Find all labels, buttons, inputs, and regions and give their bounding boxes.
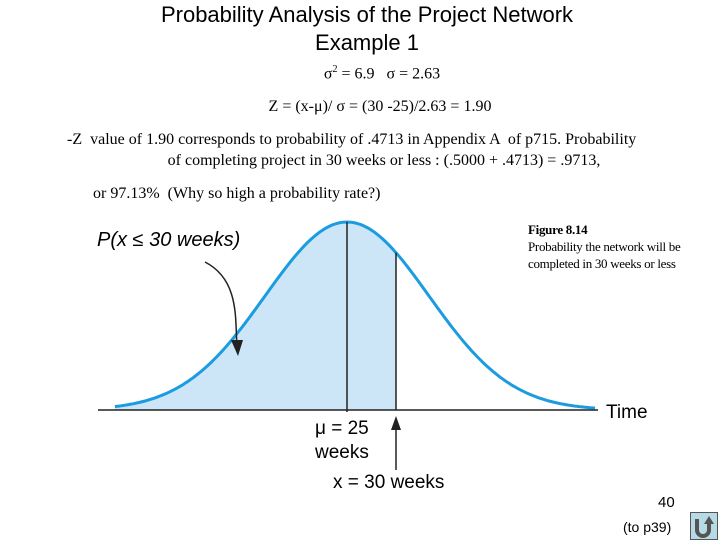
probability-shaded-area <box>115 222 396 410</box>
mean-label: μ = 25 <box>315 418 369 439</box>
prob-label: P(x ≤ 30 weeks) <box>97 229 240 251</box>
paragraph-line-1: -Z value of 1.90 corresponds to probabil… <box>67 131 637 148</box>
caption-title: Figure 8.14 <box>528 222 588 237</box>
z-formula: Z = (x-μ)/ σ = (30 -25)/2.63 = 1.90 <box>268 98 492 115</box>
page-number: 40 <box>658 494 675 511</box>
caption-line-2: completed in 30 weeks or less <box>528 256 676 271</box>
paragraph-line-3: or 97.13% (Why so high a probability rat… <box>93 185 381 202</box>
back-button[interactable] <box>690 512 718 540</box>
slide-title: Probability Analysis of the Project Netw… <box>0 1 720 57</box>
title-line-1: Probability Analysis of the Project Netw… <box>160 2 574 27</box>
prob-pointer-arrow <box>204 261 238 349</box>
mean-label-weeks: weeks <box>314 442 369 463</box>
x-arrow-head <box>391 416 401 430</box>
figure-caption: Figure 8.14 Probability the network will… <box>528 221 681 272</box>
prob-pointer-arrow-head <box>231 340 243 356</box>
paragraph-line-2: of completing project in 30 weeks or les… <box>167 152 601 169</box>
back-link[interactable]: (to p39) <box>623 519 672 535</box>
u-turn-arrow-icon <box>695 516 714 538</box>
x-label: x = 30 weeks <box>333 472 444 493</box>
caption-line-1: Probability the network will be <box>528 239 681 254</box>
title-line-2: Example 1 <box>315 30 419 55</box>
axis-label: Time <box>606 402 648 423</box>
normal-curve <box>114 220 596 410</box>
variance-line: σ2 = 6.9 σ = 2.63 <box>323 64 441 83</box>
